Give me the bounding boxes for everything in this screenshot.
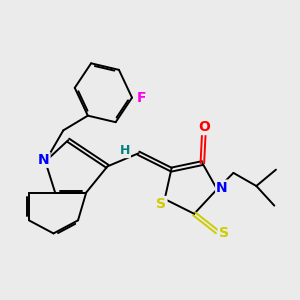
Text: S: S — [219, 226, 229, 240]
Text: N: N — [38, 153, 50, 167]
Text: N: N — [216, 181, 228, 195]
Text: F: F — [136, 91, 146, 105]
Text: O: O — [198, 120, 210, 134]
Text: H: H — [120, 144, 130, 157]
Text: S: S — [157, 197, 166, 211]
